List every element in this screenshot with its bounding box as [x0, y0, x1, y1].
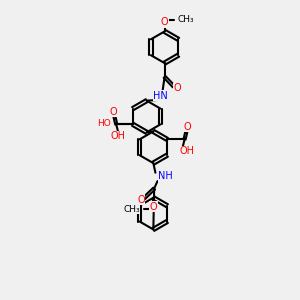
Text: HO: HO: [98, 119, 111, 128]
Text: O: O: [161, 17, 168, 27]
Text: O: O: [173, 83, 181, 93]
Text: O: O: [183, 122, 191, 132]
Text: HN: HN: [153, 91, 168, 100]
Text: OH: OH: [110, 131, 125, 141]
Text: CH₃: CH₃: [123, 205, 140, 214]
Text: O: O: [110, 107, 118, 117]
Text: OH: OH: [180, 146, 195, 156]
Text: CH₃: CH₃: [178, 15, 195, 24]
Text: O: O: [137, 195, 145, 205]
Text: NH: NH: [158, 172, 173, 182]
Text: O: O: [149, 202, 157, 212]
